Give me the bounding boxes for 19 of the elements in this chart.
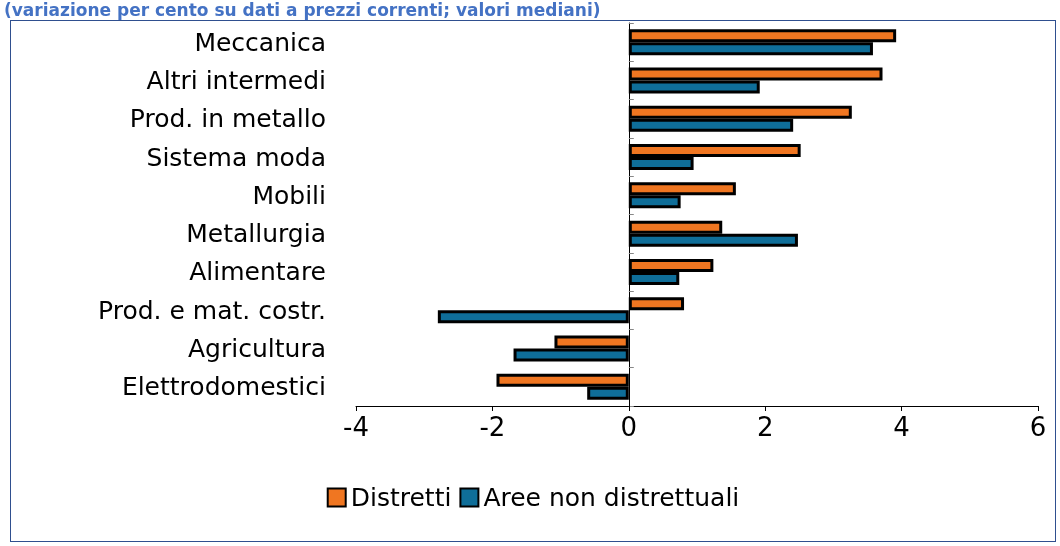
- legend-label: Distretti: [350, 483, 452, 512]
- y-tick-label: Meccanica: [194, 27, 326, 57]
- y-tick-label: Prod. in metallo: [129, 104, 326, 134]
- chart-title: (variazione per cento su dati a prezzi correnti; valori mediani): [3, 0, 602, 20]
- x-tick-label: 2: [756, 412, 774, 442]
- x-tick-label: 4: [893, 412, 910, 442]
- y-tick-label: Sistema moda: [146, 142, 326, 172]
- y-tick-label: Mobili: [252, 180, 326, 210]
- x-tick-label: 6: [1029, 412, 1047, 442]
- x-tick-label: 0: [620, 412, 638, 442]
- legend-label: Aree non distrettuali: [483, 483, 740, 512]
- y-tick-label: Agricultura: [188, 334, 326, 364]
- y-tick-label: Altri intermedi: [146, 65, 326, 95]
- x-tick-label: -4: [343, 412, 369, 442]
- y-tick-label: Elettrodomestici: [121, 372, 326, 402]
- y-tick-label: Metallurgia: [186, 219, 326, 249]
- y-tick-label: Alimentare: [189, 257, 326, 287]
- x-tick-label: -2: [479, 412, 506, 442]
- y-tick-label: Prod. e mat. costr.: [98, 295, 326, 325]
